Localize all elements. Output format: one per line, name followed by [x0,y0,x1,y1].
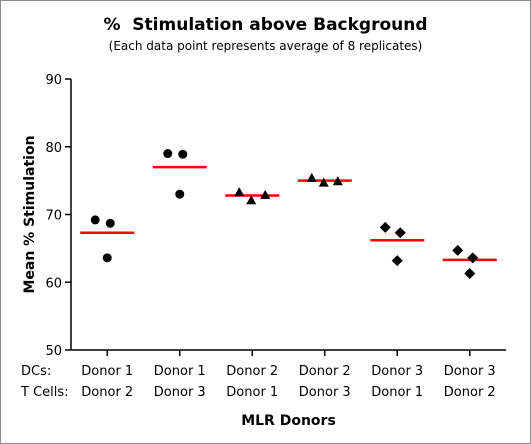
data-point-circle [102,253,112,263]
data-point-circle [178,149,188,159]
row-label-dcs: DCs: [21,364,51,379]
data-point-triangle [260,189,271,199]
y-tick-label: 80 [45,141,62,156]
data-point-circle [175,189,185,199]
y-tick-label: 60 [45,276,62,291]
x-tick-label-dc: Donor 3 [371,364,423,379]
x-tick-label-dc: Donor 3 [444,364,496,379]
data-point-circle [105,218,115,228]
data-point-diamond [464,267,476,279]
x-tick-label-tcell: Donor 1 [226,385,278,400]
data-point-circle [163,149,173,159]
x-tick-label-dc: Donor 1 [81,364,133,379]
x-tick-label-dc: Donor 1 [154,364,206,379]
x-tick-label-tcell: Donor 3 [299,385,351,400]
data-point-triangle [332,176,343,186]
y-tick-label: 70 [45,209,62,224]
x-tick-label-dc: Donor 2 [299,364,351,379]
y-tick-label: 50 [45,344,62,359]
chart-title: % Stimulation above Background [103,15,428,35]
x-tick-label-tcell: Donor 2 [81,385,133,400]
x-tick-label-tcell: Donor 3 [154,385,206,400]
data-point-triangle [234,187,245,197]
y-tick-label: 90 [45,73,62,88]
data-point-diamond [394,227,406,239]
x-tick-label-tcell: Donor 2 [444,385,496,400]
data-point-triangle [306,172,317,182]
x-tick-label-dc: Donor 2 [226,364,278,379]
x-axis-title: MLR Donors [241,413,336,429]
y-axis-title: Mean % Stimulation [22,135,38,293]
x-tick-label-tcell: Donor 1 [371,385,423,400]
row-label-tcells: T Cells: [20,385,69,400]
chart-subtitle: (Each data point represents average of 8… [108,39,423,53]
data-point-triangle [246,195,257,205]
data-point-diamond [467,252,479,264]
data-point-diamond [391,255,403,267]
data-point-triangle [318,177,329,187]
data-point-circle [90,215,100,225]
data-point-diamond [379,221,391,233]
data-point-diamond [452,244,464,256]
